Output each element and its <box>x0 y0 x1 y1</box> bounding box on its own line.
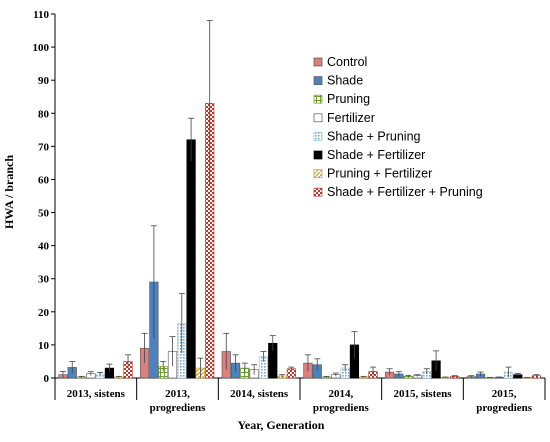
y-tick-label: 70 <box>38 141 50 153</box>
y-tick-label: 60 <box>38 174 50 186</box>
bar <box>187 140 196 378</box>
legend-label: Fertilizer <box>327 111 375 125</box>
x-tick-label: 2014, <box>328 388 353 400</box>
y-tick-label: 90 <box>38 75 50 87</box>
x-tick-label: 2014, sistens <box>230 388 289 400</box>
y-tick-label: 110 <box>33 9 49 21</box>
legend-swatch <box>314 170 322 178</box>
y-tick-label: 30 <box>38 274 50 286</box>
y-tick-label: 50 <box>38 208 50 220</box>
legend-swatch <box>314 114 322 122</box>
bars <box>59 21 541 378</box>
x-tick-label: 2013, <box>165 388 190 400</box>
y-tick-label: 10 <box>38 340 50 352</box>
legend-swatch <box>314 95 322 103</box>
legend-label: Pruning <box>327 92 370 106</box>
x-tick-label: progrediens <box>150 402 207 414</box>
legend-swatch <box>314 188 322 196</box>
x-tick-label: progrediens <box>313 402 370 414</box>
legend-label: Shade <box>327 74 363 88</box>
legend-label: Control <box>327 55 367 69</box>
legend-swatch <box>314 132 322 140</box>
x-tick-label: progrediens <box>476 402 533 414</box>
y-tick-label: 0 <box>44 373 50 385</box>
legend-label: Shade + Pruning <box>327 129 421 143</box>
y-axis-title: HWA / branch <box>2 155 16 229</box>
y-tick-label: 80 <box>38 108 50 120</box>
legend-label: Pruning + Fertilizer <box>327 167 432 181</box>
x-axis-title: Year, Generation <box>238 418 325 432</box>
legend-swatch <box>314 151 322 159</box>
x-tick-label: 2015, sistens <box>393 388 452 400</box>
y-tick-label: 20 <box>38 307 50 319</box>
legend-swatch <box>314 77 322 85</box>
y-tick-label: 40 <box>38 241 50 253</box>
x-tick-label: 2015, <box>492 388 517 400</box>
y-tick-label: 100 <box>33 42 50 54</box>
legend-label: Shade + Fertilizer + Pruning <box>327 185 483 199</box>
x-tick-label: 2013, sistens <box>67 388 126 400</box>
legend: Control Shade Pruning Fertilizer Shade + Pru… <box>314 55 483 199</box>
axes: 0 10 20 30 40 50 60 70 80 90 100 110 2013, sistens 20… <box>33 9 546 414</box>
legend-label: Shade + Fertilizer <box>327 148 425 162</box>
legend-swatch <box>314 58 322 66</box>
